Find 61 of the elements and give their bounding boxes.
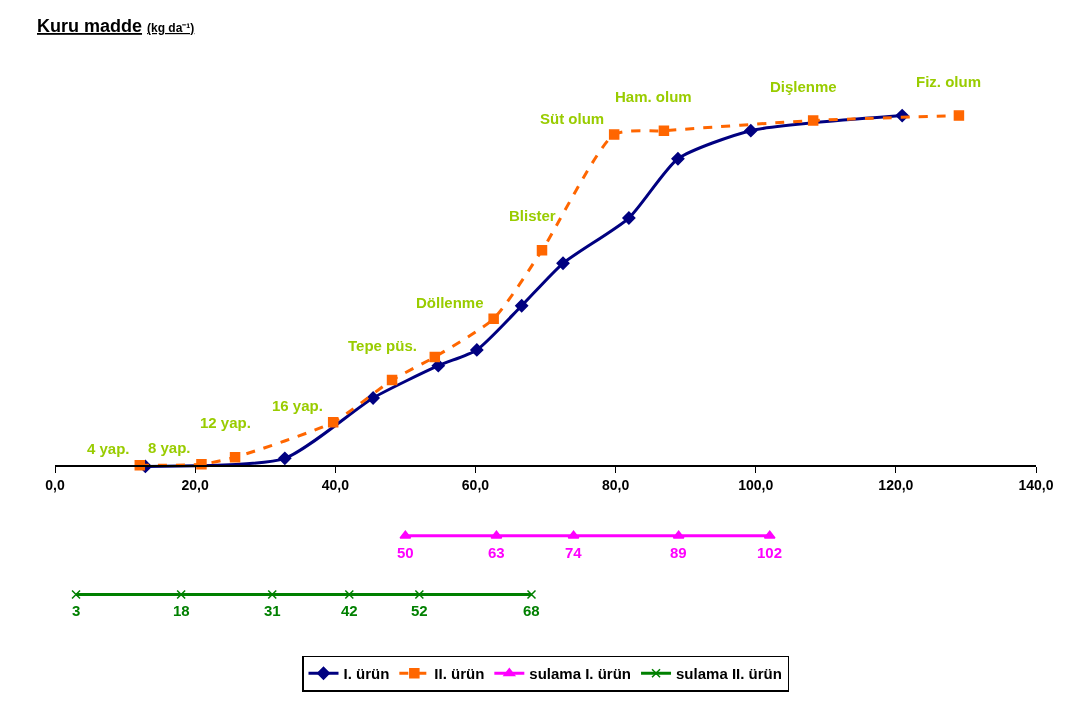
- annotation: 8 yap.: [148, 439, 191, 456]
- annotation: 18: [173, 602, 190, 619]
- legend-label: I. ürün: [343, 665, 390, 683]
- annotation: 89: [670, 544, 687, 561]
- x-tick-label: 100,0: [738, 476, 774, 493]
- annotation: 42: [341, 602, 358, 619]
- annotation: 3: [72, 602, 81, 619]
- point: [515, 299, 529, 313]
- point: [488, 313, 499, 324]
- point: [229, 452, 241, 463]
- point: [744, 124, 758, 138]
- x-tick-label: 40,0: [321, 476, 350, 493]
- legend-label: II. ürün: [434, 665, 485, 683]
- annotation: Tepe püs.: [348, 337, 417, 354]
- annotation: Dişlenme: [770, 78, 837, 95]
- point: [344, 589, 355, 600]
- x-tick-label: 60,0: [461, 476, 490, 493]
- x-tick-label: 80,0: [601, 476, 630, 493]
- point: [526, 589, 537, 600]
- x-tick-label: 140,0: [1018, 476, 1054, 493]
- chart-title: Kuru madde: [37, 16, 143, 36]
- x-tick-label: 0,0: [45, 476, 65, 493]
- annotation: Süt olum: [540, 110, 605, 127]
- x-tick-label: 120,0: [878, 476, 914, 493]
- point: [658, 125, 670, 136]
- annotation: 16 yap.: [272, 397, 323, 414]
- point: [196, 459, 207, 470]
- point: [176, 589, 186, 600]
- annotation: 31: [264, 602, 281, 619]
- point: [71, 589, 81, 600]
- point: [608, 129, 620, 140]
- point: [366, 391, 380, 405]
- annotation: 74: [565, 544, 583, 561]
- point: [278, 451, 292, 465]
- point: [953, 110, 965, 121]
- annotation: Döllenme: [416, 294, 484, 311]
- point: [267, 589, 277, 600]
- point: [556, 256, 570, 270]
- point: [622, 211, 636, 225]
- x-tick-label: 20,0: [181, 476, 209, 493]
- annotation: 12 yap.: [200, 414, 251, 431]
- point: [671, 152, 685, 166]
- point: [470, 343, 484, 357]
- point: [429, 351, 441, 363]
- annotation: 4 yap.: [87, 440, 130, 457]
- legend-label: sulama II. ürün: [676, 665, 782, 683]
- annotation: 52: [411, 602, 428, 619]
- annotation: 50: [397, 544, 414, 561]
- annotation: Fiz. olum: [916, 73, 981, 90]
- annotation: Ham. olum: [615, 88, 692, 105]
- point: [327, 416, 339, 428]
- legend-label: sulama I. ürün: [529, 665, 632, 683]
- point: [386, 374, 398, 386]
- annotation: 63: [488, 544, 505, 561]
- point: [536, 245, 548, 256]
- chart-subtitle: (kg da⁻¹): [147, 21, 195, 35]
- annotation: Blister: [509, 207, 556, 224]
- annotation: 102: [757, 544, 783, 561]
- point: [414, 589, 425, 600]
- annotation: 68: [523, 602, 540, 619]
- point: [807, 115, 819, 126]
